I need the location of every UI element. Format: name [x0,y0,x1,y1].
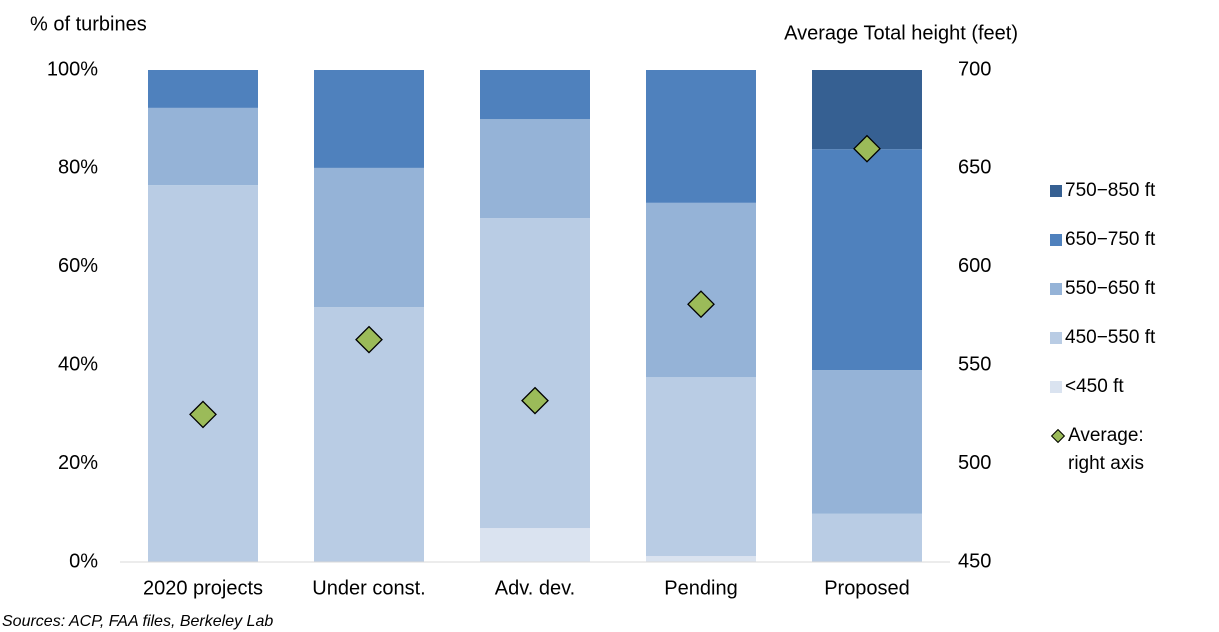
y-tick-label: 80% [58,157,98,179]
bar-segment [148,107,258,186]
bar-segment [812,370,922,514]
legend-label: <450 ft [1065,376,1124,397]
average-marker [853,134,881,163]
y-tick-label: 100% [47,58,98,80]
bar-segment [148,185,258,563]
legend-swatch [1050,234,1062,246]
y2-tick-label: 650 [958,157,991,179]
bar-segment [812,513,922,562]
bar-segment [148,70,258,108]
legend-label: 450−550 ft [1065,327,1156,348]
legend-entry: Average: right axis [1050,422,1168,478]
bar-segment [646,556,756,562]
legend-swatch [1050,185,1062,197]
bar-segment [480,119,590,219]
average-marker [687,290,715,319]
legend-entry: 750−850 ft [1050,177,1195,205]
y2-tick-label: 600 [958,255,991,277]
bar-segment [480,70,590,120]
bar-segment [480,528,590,562]
x-tick-label: Adv. dev. [495,577,575,599]
y-tick-label: 20% [58,452,98,474]
y-tick-label: 60% [58,255,98,277]
bar-segment [646,377,756,557]
y2-axis-title: Average Total height (feet) [784,22,1018,44]
average-marker [189,400,217,429]
y-axis-title: % of turbines [30,13,147,35]
y2-tick-label: 450 [958,550,991,572]
legend-swatch [1050,283,1062,295]
x-tick-label: Proposed [824,577,910,599]
legend-entry: 550−650 ft [1050,275,1195,303]
legend-label: 750−850 ft [1065,180,1156,201]
x-tick-label: Pending [664,577,737,599]
average-marker [521,386,549,415]
y-tick-label: 0% [69,550,98,572]
source-note: Sources: ACP, FAA files, Berkeley Lab [2,613,273,630]
x-tick-label: 2020 projects [143,577,263,599]
legend-label: Average: right axis [1068,425,1145,474]
legend-entry: 650−750 ft [1050,226,1195,254]
legend-swatch [1050,332,1062,344]
bar-segment [646,202,756,378]
bar-segment [314,167,424,308]
x-tick-label: Under const. [312,577,425,599]
bar-segment [646,70,756,203]
legend-swatch [1050,381,1062,393]
y-tick-label: 40% [58,353,98,375]
legend-swatch [1050,428,1066,444]
legend-entry: 450−550 ft [1050,324,1195,352]
legend-entry: <450 ft [1050,373,1195,401]
y2-tick-label: 700 [958,58,991,80]
y2-tick-label: 550 [958,353,991,375]
bar-segment [480,218,590,529]
bar-segment [812,149,922,371]
legend-label: 650−750 ft [1065,229,1156,250]
bar-segment [314,70,424,168]
legend-label: 550−650 ft [1065,278,1156,299]
y2-tick-label: 500 [958,452,991,474]
average-marker [355,325,383,354]
